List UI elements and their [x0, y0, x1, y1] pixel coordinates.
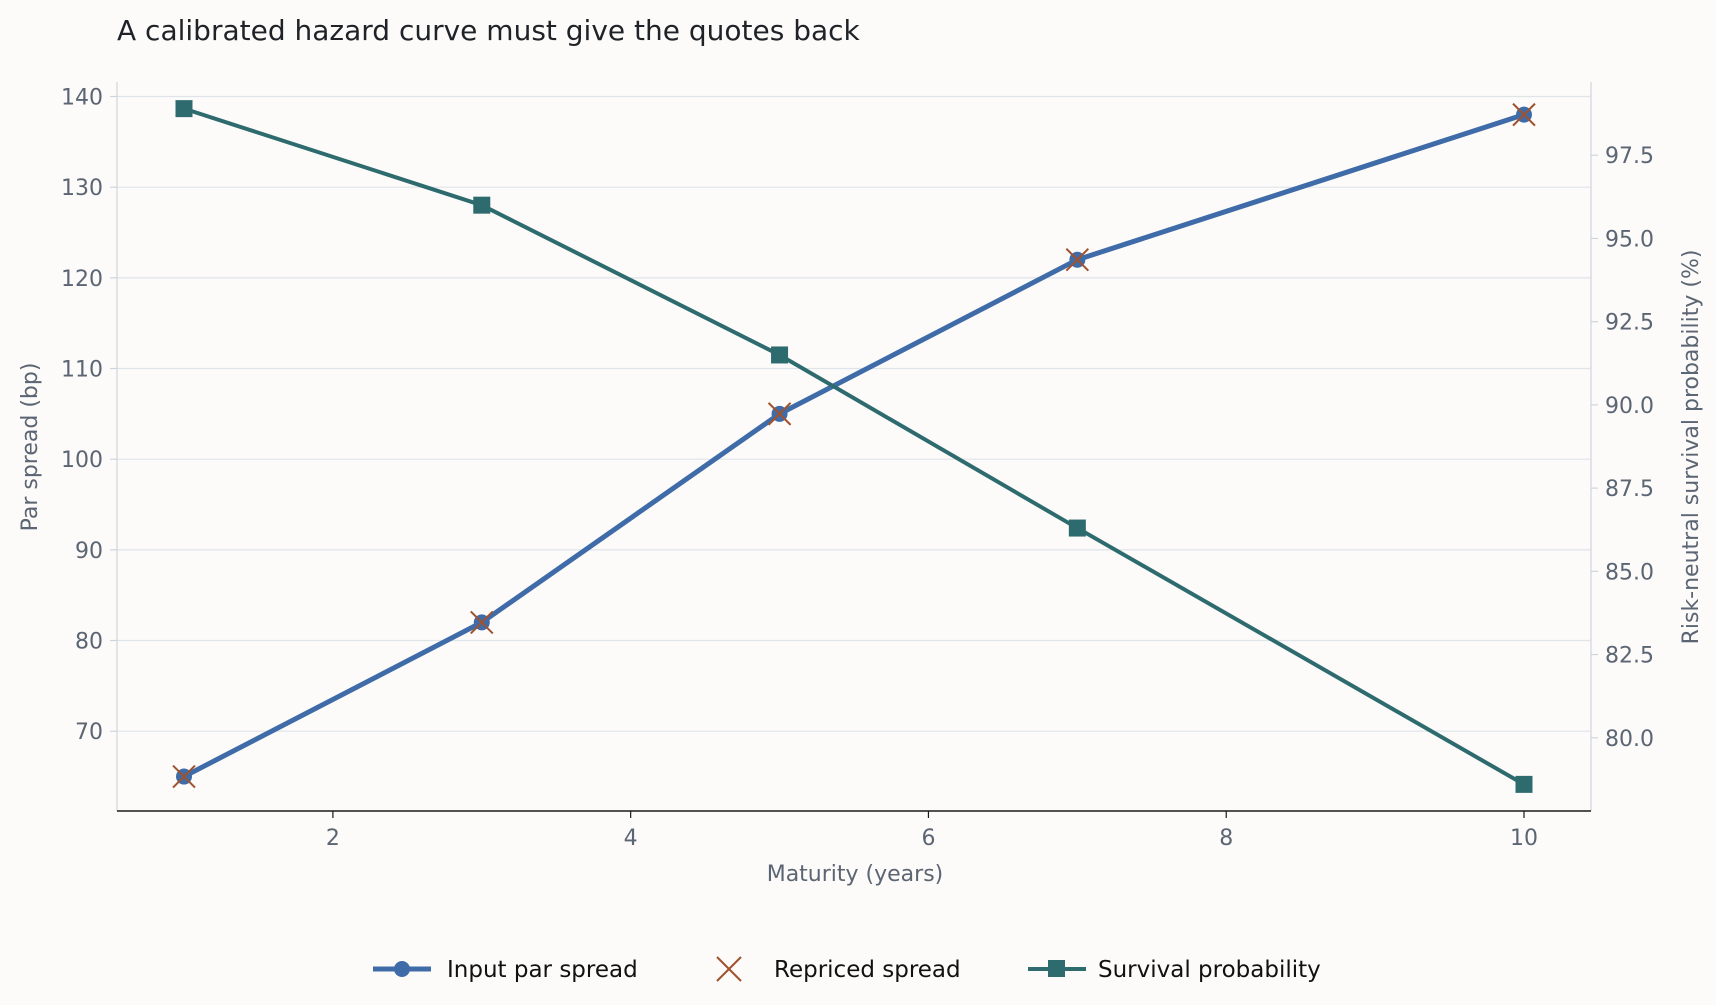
- y2-tick-label-85: 85.0: [1605, 560, 1654, 585]
- legend-item-survival-probability: Survival probability: [1028, 957, 1321, 983]
- chart-title: A calibrated hazard curve must give the …: [117, 14, 861, 47]
- y-tick-label-110: 110: [61, 358, 103, 383]
- x-tick-label-6: 6: [921, 826, 935, 851]
- survival-probability-point-5: [771, 346, 789, 364]
- y-tick-label-140: 140: [61, 86, 103, 111]
- y-tick-label-100: 100: [61, 448, 103, 473]
- y2-tick-label-90: 90.0: [1605, 394, 1654, 419]
- y-tick-label-70: 70: [75, 720, 103, 745]
- repriced-spread-point-7: [1065, 248, 1090, 272]
- y2-tick-label-82.5: 82.5: [1605, 644, 1654, 669]
- y2-tick-label-92.5: 92.5: [1605, 311, 1654, 336]
- axes: [116, 82, 1592, 812]
- repriced-spread-point-10: [1512, 102, 1536, 127]
- y-tick-label-80: 80: [75, 630, 103, 655]
- repriced-spread-point-3: [470, 610, 494, 635]
- ticks: 2 4 6 8 10 70 80 90 100 110 120 130 140 80.0 82.5 85.0 8…: [61, 86, 1654, 851]
- y2-tick-label-95: 95.0: [1605, 227, 1654, 252]
- legend-label-repriced-spread: Repriced spread: [774, 957, 961, 983]
- y-axis-label: Par spread (bp): [18, 363, 43, 532]
- legend-marker-repriced-spread-b: [716, 956, 742, 982]
- series-layer: [172, 100, 1536, 793]
- legend-item-input-par-spread: Input par spread: [373, 957, 638, 983]
- legend-label-survival-probability: Survival probability: [1098, 957, 1321, 983]
- survival-probability-point-1: [175, 100, 193, 118]
- y2-tick-label-87.5: 87.5: [1605, 477, 1654, 502]
- legend: Input par spread Repriced spread Surviva…: [373, 956, 1321, 983]
- x-tick-label-2: 2: [326, 826, 340, 851]
- repriced-spread-point-5: [767, 402, 792, 426]
- x-axis-label: Maturity (years): [767, 862, 944, 887]
- series-line-input-par-spread: [182, 112, 1525, 779]
- y2-tick-label-80: 80.0: [1605, 727, 1654, 752]
- y2-tick-label-97.5: 97.5: [1605, 144, 1654, 169]
- series-line-survival-probability: [183, 106, 1525, 787]
- y2-axis-label: Risk-neutral survival probability (%): [1679, 250, 1704, 645]
- legend-label-input-par-spread: Input par spread: [447, 957, 638, 983]
- y-tick-label-120: 120: [61, 267, 103, 292]
- repriced-spread-point-1: [172, 764, 196, 789]
- survival-probability-point-10: [1515, 775, 1533, 793]
- survival-probability-point-7: [1068, 519, 1086, 537]
- legend-marker-input-par-spread: [394, 961, 410, 977]
- x-tick-label-8: 8: [1219, 826, 1233, 851]
- x-tick-label-10: 10: [1510, 826, 1538, 851]
- y-tick-label-130: 130: [61, 176, 103, 201]
- grid: [117, 95, 1591, 732]
- legend-marker-survival-probability: [1048, 960, 1065, 977]
- y-tick-label-90: 90: [75, 539, 103, 564]
- survival-probability-point-3: [473, 196, 491, 214]
- legend-item-repriced-spread: Repriced spread: [716, 956, 961, 983]
- x-tick-label-4: 4: [624, 826, 638, 851]
